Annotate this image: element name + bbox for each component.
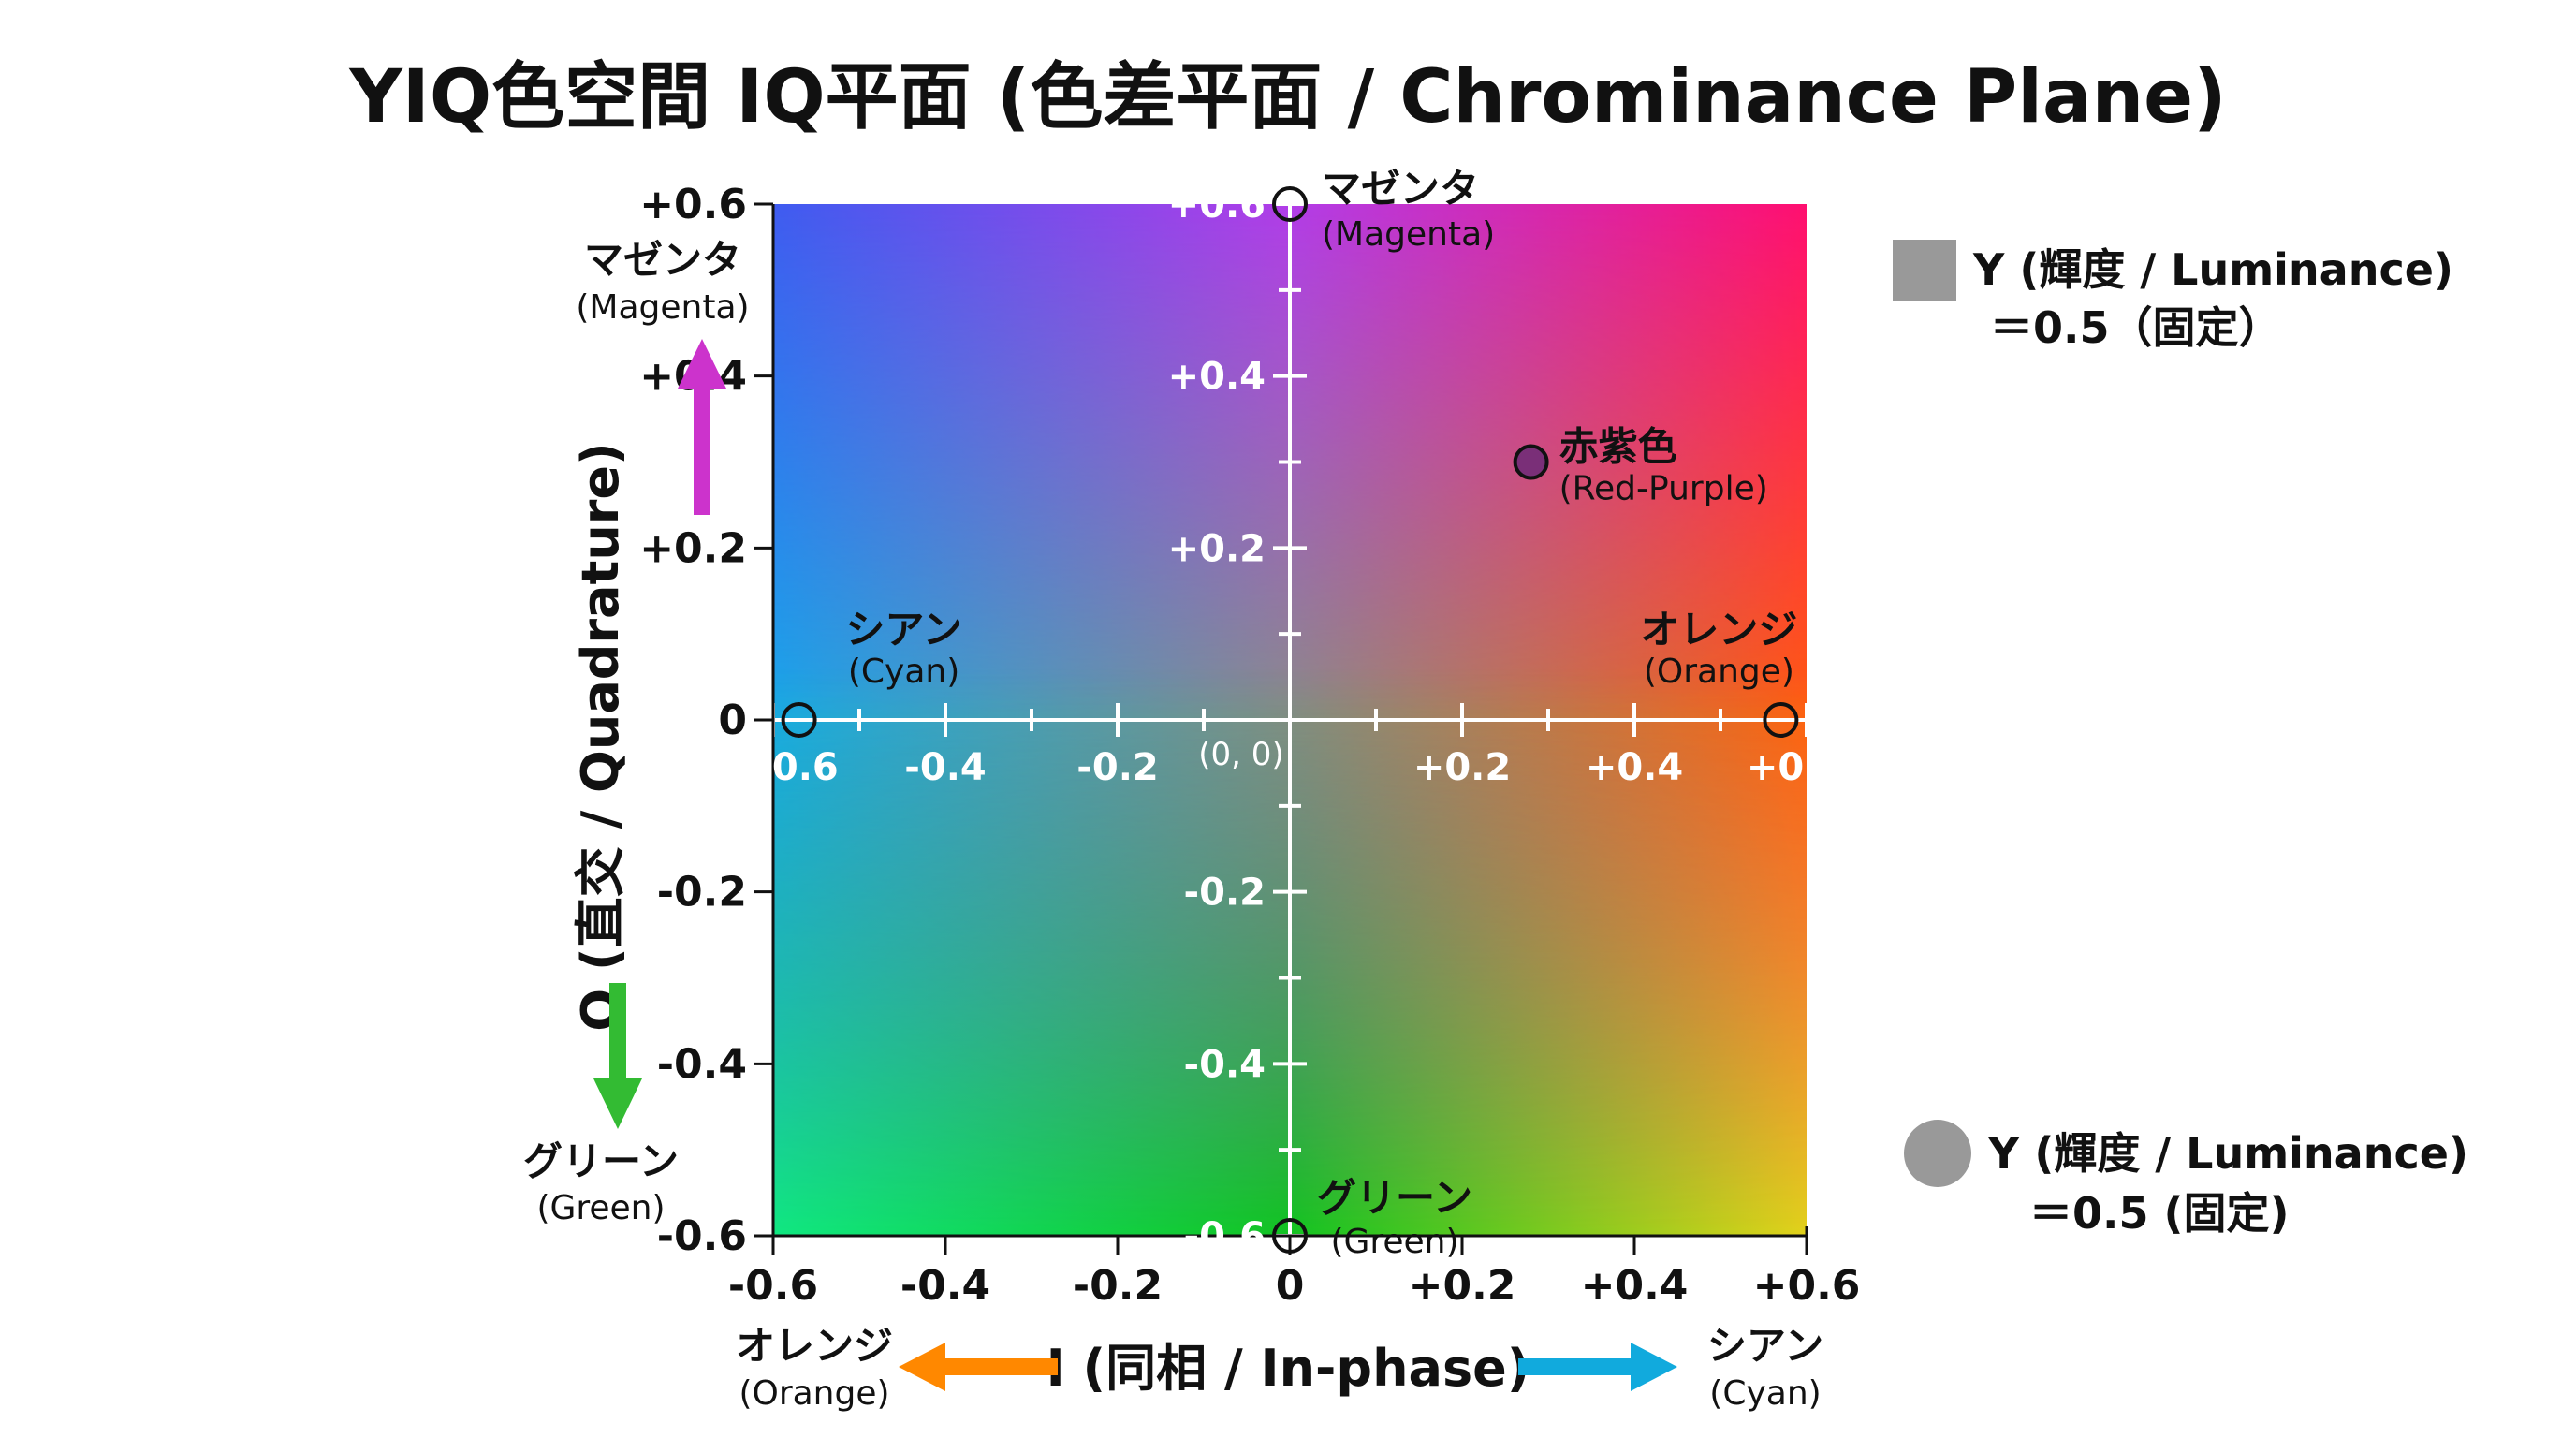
- x-tick-label: -0.4: [900, 1262, 990, 1310]
- inner-y-tick-label: +0.4: [1168, 356, 1266, 399]
- chart-title: YIQ色空間 IQ平面 (色差平面 / Chrominance Plane): [348, 55, 2226, 139]
- inner-y-tick-label: -0.4: [1184, 1043, 1266, 1086]
- y-tick-label: 0: [718, 697, 747, 744]
- i-positive-arrowhead: [1631, 1343, 1677, 1391]
- q-negative-label: グリーン: [523, 1138, 679, 1184]
- origin-label: (0, 0): [1198, 736, 1283, 773]
- y-tick-label: +0.6: [639, 181, 747, 228]
- q-positive-arrowhead: [678, 339, 726, 389]
- inner-x-tick-label: +0.6: [1747, 746, 1844, 789]
- q-positive-label: マゼンタ: [584, 237, 741, 283]
- inner-x-tick-label: -0.6: [756, 746, 838, 789]
- y-tick-label: -0.4: [657, 1040, 747, 1088]
- legend-square-line2: ＝0.5（固定）: [1990, 302, 2282, 353]
- inner-y-tick-label: +0.2: [1168, 527, 1266, 570]
- y-tick-label: -0.2: [657, 869, 747, 917]
- legend: Y (輝度 / Luminance) ＝0.5（固定） Y (輝度 / Lumina…: [1893, 240, 2468, 1239]
- i-negative-label: オレンジ: [736, 1323, 893, 1369]
- x-tick-label: -0.2: [1073, 1262, 1163, 1310]
- point-sublabel: (Red-Purple): [1559, 470, 1768, 508]
- point-label: オレンジ: [1640, 607, 1797, 653]
- inner-y-tick-label: -0.2: [1184, 872, 1266, 915]
- x-tick-label: -0.6: [728, 1262, 818, 1310]
- point-label: マゼンタ: [1322, 166, 1479, 212]
- y-axis-title: Q (直交 / Quadrature): [571, 442, 630, 1031]
- inner-x-tick-label: +0.2: [1413, 746, 1511, 789]
- tick-labels: -0.6 -0.4 -0.2 0 +0.2 +0.4 +0.6 -0.6 -0.4 -0.2 0 +0…: [639, 181, 1860, 1310]
- x-tick-label: 0: [1276, 1262, 1305, 1310]
- point-sublabel: (Green): [1330, 1223, 1458, 1261]
- point-label: シアン: [845, 607, 961, 653]
- i-negative-sublabel: (Orange): [739, 1374, 889, 1413]
- point-label: グリーン: [1317, 1175, 1472, 1221]
- point-marker: [1272, 1218, 1308, 1254]
- q-negative-sublabel: (Green): [536, 1189, 665, 1227]
- legend-circle-line1: Y (輝度 / Luminance): [1987, 1128, 2468, 1179]
- data-points: マゼンタ(Magenta) 赤紫色(Red-Purple) シアン(Cyan) オレン…: [781, 166, 1799, 1261]
- legend-square-swatch: [1893, 240, 1956, 301]
- x-tick-label: +0.6: [1753, 1262, 1861, 1310]
- i-positive-label: シアン: [1707, 1323, 1823, 1369]
- inner-x-tick-label: -0.2: [1076, 746, 1158, 789]
- point-marker: [1513, 444, 1549, 480]
- point-marker: [1272, 186, 1308, 222]
- q-positive-sublabel: (Magenta): [576, 288, 749, 327]
- point-sublabel: (Magenta): [1322, 215, 1495, 254]
- point-sublabel: (Cyan): [848, 653, 959, 691]
- legend-square-line1: Y (輝度 / Luminance): [1972, 244, 2453, 295]
- q-negative-arrowhead: [593, 1078, 642, 1129]
- x-axis-title: I (同相 / In-phase): [1046, 1339, 1530, 1398]
- i-positive-sublabel: (Cyan): [1709, 1374, 1821, 1413]
- inner-x-tick-label: -0.4: [904, 746, 986, 789]
- inner-y-tick-label: +0.6: [1168, 183, 1266, 227]
- point-marker: [1763, 702, 1799, 738]
- legend-circle-swatch: [1904, 1120, 1971, 1187]
- y-tick-label: +0.2: [639, 524, 747, 572]
- legend-circle-line2: ＝0.5 (固定): [2029, 1188, 2290, 1239]
- point-label: 赤紫色: [1559, 424, 1677, 470]
- x-tick-label: +0.2: [1409, 1262, 1516, 1310]
- inner-y-tick-label: -0.6: [1184, 1215, 1266, 1258]
- axes-layer: [754, 202, 1808, 1255]
- i-negative-arrowhead: [899, 1343, 945, 1391]
- point-marker: [781, 702, 817, 738]
- y-tick-label: -0.6: [657, 1212, 747, 1260]
- point-sublabel: (Orange): [1644, 653, 1794, 691]
- inner-x-tick-label: +0.4: [1586, 746, 1683, 789]
- x-tick-label: +0.4: [1581, 1262, 1689, 1310]
- axis-titles: I (同相 / In-phase) Q (直交 / Quadrature) マゼンタ…: [523, 237, 1823, 1413]
